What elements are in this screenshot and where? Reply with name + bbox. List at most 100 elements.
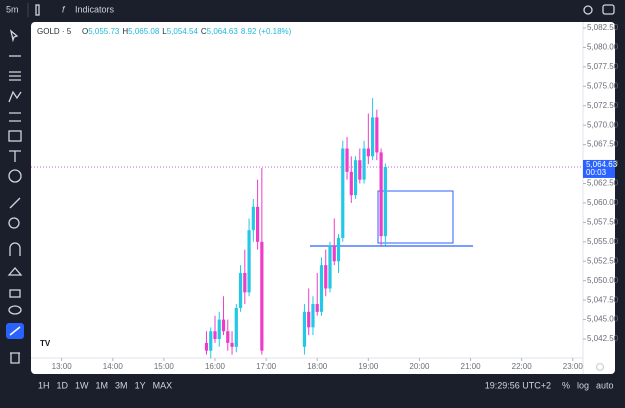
x-tick-label: 23:00 bbox=[563, 362, 584, 371]
range-button[interactable]: 1Y bbox=[135, 380, 146, 390]
zoom-tool[interactable] bbox=[8, 217, 20, 229]
y-tick-label: 5,077.50 bbox=[587, 62, 619, 71]
candle-body bbox=[213, 331, 217, 340]
l-label: L bbox=[162, 27, 167, 36]
ohlc: O5,055.73 H5,065.08 L5,054.54 C5,064.63 8.92… bbox=[82, 27, 292, 36]
pattern-tool[interactable] bbox=[8, 90, 22, 103]
candle-body bbox=[358, 160, 362, 180]
c-value: 5,064.63 bbox=[207, 27, 239, 36]
price-tag-price: 5,064.63 bbox=[586, 160, 618, 169]
legend: GOLD · 5 O5,055.73 H5,065.08 L5,054.54 C5,0… bbox=[37, 27, 292, 36]
camera-icon[interactable] bbox=[602, 4, 615, 15]
y-tick-label: 5,050.00 bbox=[587, 276, 619, 285]
y-tick-label: 5,042.50 bbox=[587, 334, 619, 343]
y-tick-label: 5,075.00 bbox=[587, 81, 619, 90]
cursor-tool[interactable] bbox=[9, 29, 19, 43]
candle-body bbox=[221, 319, 226, 332]
candle-body bbox=[383, 166, 387, 237]
range-button[interactable]: 1D bbox=[57, 380, 69, 390]
candle-body bbox=[336, 237, 341, 262]
x-tick-label: 18:00 bbox=[307, 362, 328, 371]
l-value: 5,054.54 bbox=[167, 27, 199, 36]
candle-body bbox=[353, 160, 358, 196]
logo: TV bbox=[40, 339, 51, 348]
candle-body bbox=[324, 265, 328, 289]
emoji-tool[interactable] bbox=[8, 169, 22, 183]
y-tick-label: 5,055.00 bbox=[587, 237, 619, 246]
range-button[interactable]: MAX bbox=[153, 380, 173, 390]
range-button[interactable]: 1H bbox=[38, 380, 50, 390]
candle-body bbox=[341, 148, 345, 238]
h-label: H bbox=[122, 27, 128, 36]
o-value: 5,055.73 bbox=[88, 27, 120, 36]
x-tick-label: 14:00 bbox=[103, 362, 124, 371]
chart-area bbox=[31, 22, 615, 374]
rectangle-drawing[interactable] bbox=[377, 190, 454, 244]
lock-tool[interactable] bbox=[9, 289, 21, 298]
price-tag-timer: 00:03 bbox=[586, 168, 607, 177]
candle-body bbox=[238, 272, 243, 308]
x-tick-label: 20:00 bbox=[409, 362, 430, 371]
indicators[interactable]: Indicators bbox=[75, 4, 115, 14]
candle-body bbox=[247, 230, 251, 293]
candle-body bbox=[345, 148, 349, 172]
trash-tool[interactable] bbox=[10, 352, 20, 364]
y-tick-label: 5,047.50 bbox=[587, 295, 619, 304]
y-tick-label: 5,057.50 bbox=[587, 217, 619, 226]
candle-icon[interactable] bbox=[35, 4, 40, 16]
text-tool[interactable] bbox=[9, 150, 21, 162]
y-tick-label: 5,082.50 bbox=[587, 23, 619, 32]
axis-settings[interactable] bbox=[595, 362, 605, 372]
candle-body bbox=[251, 206, 255, 231]
scale-option[interactable]: % bbox=[562, 380, 570, 390]
candle-body bbox=[260, 241, 264, 351]
candle-body bbox=[362, 148, 366, 180]
scale-option[interactable]: log bbox=[577, 380, 589, 390]
x-tick-label: 19:00 bbox=[358, 362, 379, 371]
candle-body bbox=[328, 245, 332, 289]
fib-tool[interactable] bbox=[9, 71, 21, 81]
y-tick-label: 5,045.00 bbox=[587, 315, 619, 324]
candle-body bbox=[209, 331, 213, 351]
candle-body bbox=[332, 245, 336, 262]
candle-body bbox=[230, 342, 234, 347]
magnet-tool[interactable] bbox=[9, 242, 21, 256]
range-button[interactable]: 1M bbox=[96, 380, 109, 390]
range-button[interactable]: 1W bbox=[75, 380, 89, 390]
lock-draw-tool[interactable] bbox=[7, 267, 23, 276]
candle-body bbox=[379, 152, 383, 237]
candle-body bbox=[319, 265, 324, 312]
interval[interactable]: 5m bbox=[6, 4, 19, 14]
hide-tool[interactable] bbox=[8, 305, 22, 315]
y-tick-label: 5,080.00 bbox=[587, 43, 619, 52]
y-tick-label: 5,070.00 bbox=[587, 120, 619, 129]
y-tick-label: 5,067.50 bbox=[587, 140, 619, 149]
shape-tool[interactable] bbox=[8, 130, 22, 142]
o-label: O bbox=[82, 27, 88, 36]
candle-body bbox=[302, 311, 307, 347]
candle-body bbox=[255, 206, 260, 242]
x-tick-label: 13:00 bbox=[52, 362, 73, 371]
price-tag bbox=[583, 159, 615, 178]
candle-body bbox=[217, 319, 221, 340]
candle-body bbox=[311, 304, 315, 328]
x-tick-label: 15:00 bbox=[154, 362, 175, 371]
range-button[interactable]: 3M bbox=[115, 380, 128, 390]
projection-tool[interactable] bbox=[9, 112, 21, 122]
x-tick-label: 16:00 bbox=[205, 362, 226, 371]
y-tick-label: 5,072.50 bbox=[587, 101, 619, 110]
x-tick-label: 22:00 bbox=[512, 362, 533, 371]
candle-body bbox=[204, 342, 209, 351]
scale-option[interactable]: auto bbox=[596, 380, 614, 390]
bottom-bar: 1H 1D 1W 1M 3M 1Y MAX 19:29:56 UTC+2% log auto bbox=[38, 380, 614, 390]
candle-body bbox=[375, 117, 379, 153]
x-tick-label: 17:00 bbox=[256, 362, 277, 371]
ruler-tool[interactable] bbox=[9, 197, 21, 209]
y-tick-label: 5,062.50 bbox=[587, 179, 619, 188]
candle-body bbox=[234, 307, 238, 347]
candle-body bbox=[315, 304, 319, 312]
candle-body bbox=[307, 311, 311, 328]
candle-body bbox=[370, 117, 375, 157]
settings-icon[interactable] bbox=[583, 5, 593, 15]
